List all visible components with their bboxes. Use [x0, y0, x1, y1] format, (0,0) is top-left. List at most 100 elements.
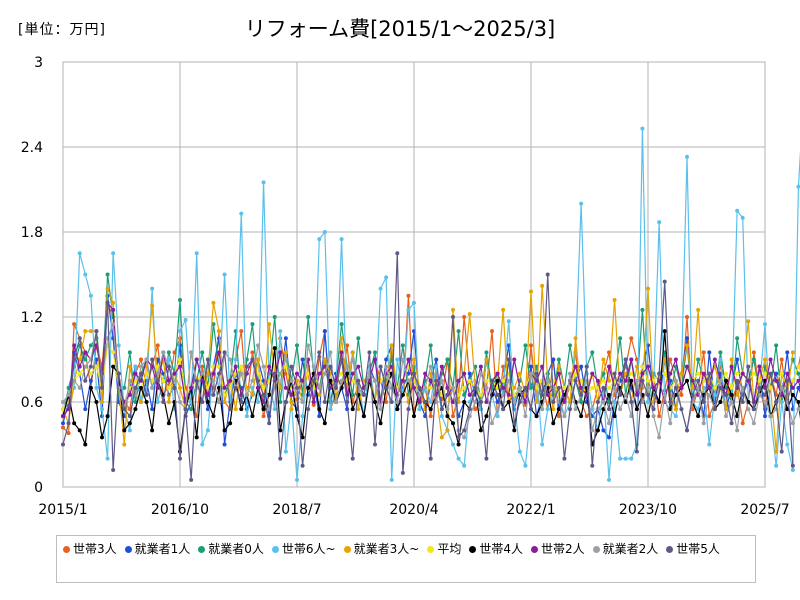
legend-label: 世帯2人 [540, 542, 585, 556]
data-point [256, 343, 260, 348]
data-point [763, 400, 767, 404]
data-point [685, 364, 689, 369]
data-point [746, 319, 751, 324]
data-point [735, 392, 740, 397]
data-point [322, 400, 327, 404]
data-point [317, 385, 322, 390]
data-point [283, 449, 288, 454]
data-point [779, 385, 784, 390]
data-point [205, 407, 210, 412]
x-tick-label: 2025/7 [740, 502, 789, 518]
legend-marker-icon [592, 546, 600, 553]
data-point [740, 400, 745, 404]
data-point [607, 378, 611, 383]
data-point [707, 392, 712, 397]
data-point [239, 400, 244, 404]
data-point [729, 357, 734, 362]
data-point [83, 407, 88, 412]
data-point [456, 392, 461, 397]
data-point [607, 421, 611, 426]
data-point [228, 357, 233, 362]
data-point [562, 414, 567, 419]
data-point [657, 435, 662, 440]
data-point [579, 201, 584, 206]
data-point [328, 407, 333, 412]
data-point [779, 357, 784, 362]
data-point [311, 402, 316, 407]
data-point [356, 407, 361, 412]
data-point [495, 392, 500, 397]
x-tick-label: 2018/7 [272, 502, 321, 518]
data-point [456, 442, 461, 447]
data-point [317, 414, 322, 419]
data-point [439, 378, 444, 383]
legend-item: 世帯5人 [666, 540, 720, 559]
y-tick-label: 0.6 [21, 395, 43, 411]
data-point [222, 400, 227, 404]
data-point [790, 468, 795, 472]
data-point [685, 343, 689, 348]
data-point [757, 364, 762, 369]
data-point [612, 400, 617, 404]
data-point [400, 392, 405, 397]
data-point [100, 435, 104, 440]
data-point [83, 364, 88, 369]
data-point [105, 300, 110, 305]
data-point [261, 414, 266, 419]
data-point [740, 371, 745, 376]
data-point [83, 272, 88, 277]
data-point [94, 329, 99, 334]
data-point [724, 392, 728, 397]
y-tick-label: 0 [34, 480, 43, 496]
data-point [300, 357, 305, 362]
data-point [796, 371, 800, 376]
data-point [673, 378, 678, 383]
data-point [579, 364, 584, 369]
data-point [317, 371, 322, 376]
data-point [473, 400, 478, 404]
data-point [172, 371, 177, 376]
data-point [462, 392, 467, 397]
data-point [261, 392, 266, 397]
x-tick-label: 2016/10 [151, 502, 209, 518]
data-point [623, 357, 628, 362]
data-point [373, 400, 377, 404]
data-point [194, 414, 199, 419]
data-point [339, 378, 344, 383]
data-point [712, 385, 717, 390]
data-point [451, 315, 455, 319]
data-point [217, 350, 221, 355]
data-point [607, 435, 611, 440]
data-point [607, 407, 611, 412]
data-point [662, 371, 667, 376]
data-point [289, 407, 294, 412]
data-point [763, 392, 767, 397]
data-point [412, 371, 416, 376]
data-point [66, 385, 71, 390]
data-point [612, 371, 617, 376]
data-point [451, 400, 455, 404]
data-point [796, 364, 800, 369]
data-point [579, 400, 584, 404]
data-point [322, 421, 327, 426]
data-point [462, 385, 467, 390]
data-point [88, 293, 93, 298]
data-point [712, 392, 717, 397]
data-point [768, 371, 773, 376]
legend-label: 平均 [437, 542, 462, 556]
data-point [400, 357, 405, 362]
data-point [389, 400, 394, 404]
data-point [634, 407, 639, 412]
legend-label: 就業者0人 [208, 542, 264, 556]
data-point [640, 126, 645, 131]
data-point [562, 456, 567, 461]
data-point [178, 385, 182, 390]
data-point [200, 371, 205, 376]
data-point [718, 378, 723, 383]
data-point [467, 378, 472, 383]
x-tick-label: 2022/1 [506, 502, 555, 518]
data-point [205, 400, 210, 404]
data-point [72, 343, 77, 348]
data-point [646, 378, 650, 383]
data-point [551, 407, 556, 412]
